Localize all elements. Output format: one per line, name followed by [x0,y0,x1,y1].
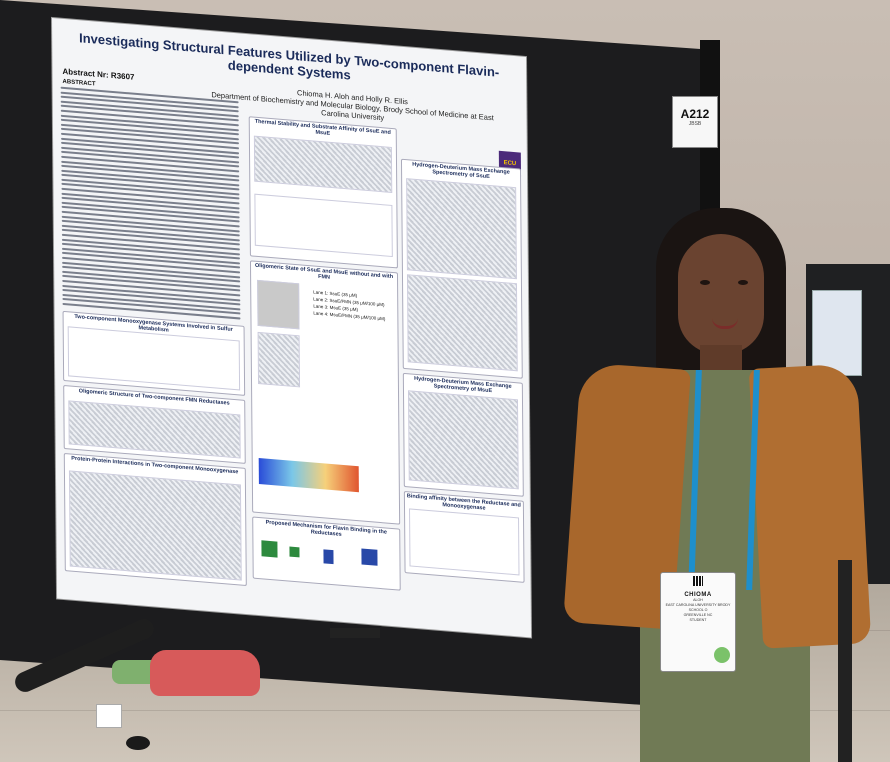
badge-role: STUDENT [689,618,707,622]
badge-affiliation: EAST CAROLINA UNIVERSITY BRODY SCHOOL O [665,603,731,612]
gel-lane-legend: Lane 1: SsuE (35 μM) Lane 2: SsuE/FMN (3… [313,288,385,322]
badge-location: GREENVILLE NC [683,613,713,617]
badge-seal [714,647,730,663]
booth-number-tag: A212 JBSB [672,96,718,148]
tube-cap [126,736,150,750]
panel-oligomeric-state: Oligomeric State of SsuE and MsuE withou… [249,260,401,525]
presenter-face [678,234,764,354]
ppi-structures [68,470,242,581]
panel-two-component: Two-component Monooxygenase Systems Invo… [62,310,246,396]
board-leg [330,628,380,638]
panel-ppi: Protein-Protein Interactions in Two-comp… [63,452,247,587]
badge-last-name: ALOH [693,598,703,602]
mechanism-block-2 [289,546,300,558]
research-poster: Investigating Structural Features Utiliz… [52,18,532,638]
mechanism-block-4 [361,548,378,566]
panel-hdx-ssue: Hydrogen-Deuterium Mass Exchange Spectro… [400,158,523,379]
hdx-ssue-plots [406,178,517,280]
lanyard [688,370,760,590]
panel-thermal: Thermal Stability and Substrate Affinity… [248,116,398,269]
red-bag [150,650,260,696]
sedimentation-heatmap [258,458,359,493]
badge-first-name: CHIOMA [684,592,712,598]
presenter: CHIOMA ALOH EAST CAROLINA UNIVERSITY BRO… [560,200,880,762]
smile [712,318,738,329]
panel-mechanism: Proposed Mechanism for Flavin Binding in… [252,516,401,591]
left-eye [700,280,710,285]
protein-structure [257,331,301,388]
abstract-text [60,86,241,320]
binding-curves [409,508,520,576]
booth-sub-label: JBSB [688,121,702,127]
hdx-msue-plots [407,390,519,490]
mechanism-block-3 [323,549,334,565]
abstract-label: ABSTRACT [62,78,96,88]
native-gel-image [257,279,300,330]
panel-oligomeric-structure: Oligomeric Structure of Two-component FM… [63,384,246,464]
stand-pole [838,560,852,762]
booth-number: A212 [680,107,710,121]
jacket-right-side [748,363,872,649]
panel-binding: Binding affinity between the Reductase a… [403,490,525,583]
reductase-structures [68,400,241,459]
thermal-plots [253,135,393,194]
paper-cup [96,704,122,728]
badge-qr-code [693,576,703,586]
mechanism-block-1 [261,540,278,558]
thermal-table [254,193,393,258]
name-badge: CHIOMA ALOH EAST CAROLINA UNIVERSITY BRO… [660,572,736,672]
right-eye [738,280,748,285]
hdx-ssue-structures [406,274,518,372]
panel-hdx-msue: Hydrogen-Deuterium Mass Exchange Spectro… [402,372,524,497]
